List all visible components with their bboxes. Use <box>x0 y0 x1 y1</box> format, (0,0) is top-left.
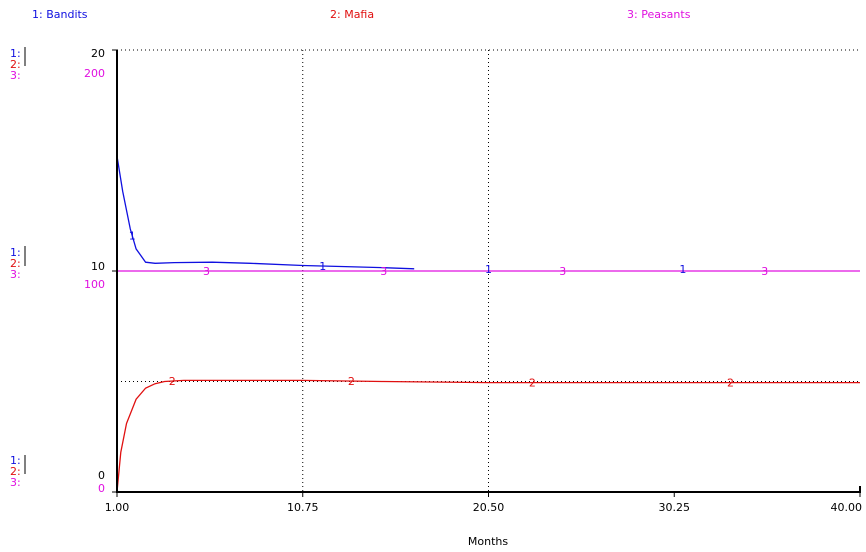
legend-bandits: 1: Bandits <box>32 8 88 21</box>
series-bandits-marker-2: 1 <box>485 263 492 276</box>
scale-bot-s2: 2: <box>10 465 21 478</box>
series-peasants-marker-3: 3 <box>761 265 768 278</box>
scale-bot-s1: 1: <box>10 454 21 467</box>
series-peasants-marker-0: 3 <box>203 265 210 278</box>
x-tick-label-0: 1.00 <box>105 501 130 514</box>
scale-mid-v12: 10 <box>91 260 105 273</box>
scale-bot-v3: 0 <box>98 482 105 495</box>
series-peasants-marker-2: 3 <box>559 265 566 278</box>
scale-top-s1: 1: <box>10 47 21 60</box>
scale-top-v12: 20 <box>91 47 105 60</box>
scale-mid-s3: 3: <box>10 268 21 281</box>
x-axis-label: Months <box>468 535 508 548</box>
scale-mid-v3: 100 <box>84 278 105 291</box>
scale-mid-s2: 2: <box>10 257 21 270</box>
scale-bot-v12: 0 <box>98 469 105 482</box>
legend-mafia: 2: Mafia <box>330 8 374 21</box>
series-layer <box>116 155 860 493</box>
series-bandits-marker-1: 1 <box>319 260 326 273</box>
scale-bot-s3: 3: <box>10 476 21 489</box>
x-tick-label-2: 20.50 <box>473 501 505 514</box>
tick-layer: 1.00 10.75 20.50 30.25 40.00 <box>105 49 863 514</box>
scale-top-v3: 200 <box>84 67 105 80</box>
marker-layer: 1 1 1 1 2 2 2 2 3 3 3 3 <box>129 230 769 390</box>
scale-top-s3: 3: <box>10 69 21 82</box>
series-bandits-line <box>116 155 415 270</box>
series-bandits-marker-3: 1 <box>679 263 686 276</box>
series-peasants-marker-1: 3 <box>380 265 387 278</box>
series-mafia-marker-3: 2 <box>727 377 734 390</box>
series-mafia-marker-2: 2 <box>529 377 536 390</box>
scale-top-s2: 2: <box>10 58 21 71</box>
x-tick-label-3: 30.25 <box>659 501 691 514</box>
scale-mid-s1: 1: <box>10 246 21 259</box>
x-tick-label-1: 10.75 <box>287 501 319 514</box>
x-tick-label-4: 40.00 <box>831 501 863 514</box>
series-mafia-line <box>116 379 860 493</box>
series-mafia-marker-1: 2 <box>348 375 355 388</box>
legend-peasants: 3: Peasants <box>627 8 691 21</box>
series-mafia-marker-0: 2 <box>169 375 176 388</box>
series-bandits-marker-0: 1 <box>129 230 136 243</box>
